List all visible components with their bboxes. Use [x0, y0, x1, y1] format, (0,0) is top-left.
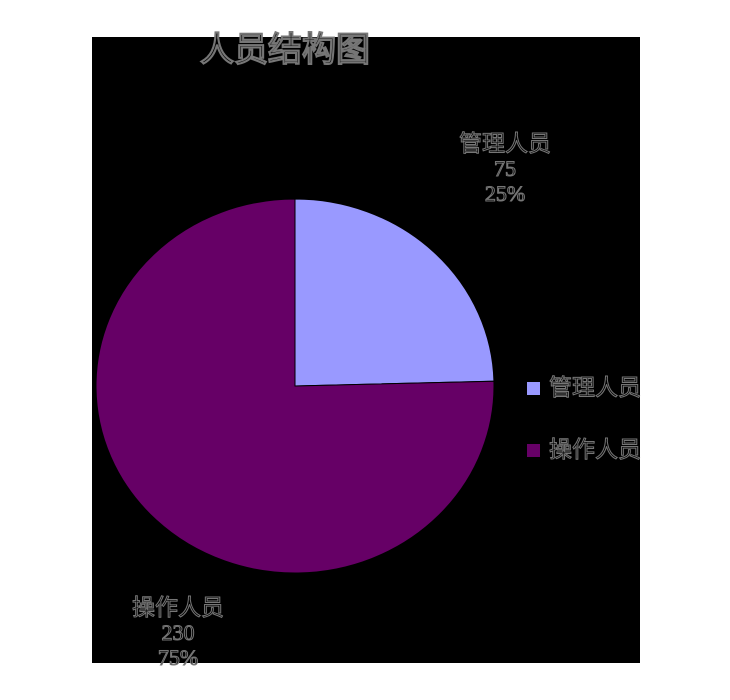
legend-item-management: 管理人员: [526, 375, 642, 401]
legend-swatch-operators: [526, 442, 541, 458]
slice-label-value: 75: [494, 156, 517, 182]
pie-chart: [95, 198, 495, 574]
pie-slice-operators: [95, 198, 495, 574]
chart-title: 人员结构图: [200, 32, 371, 70]
legend-label-operators: 操作人员: [549, 437, 642, 463]
legend-item-operators: 操作人员: [526, 437, 642, 463]
slice-label-management: 管理人员 75 25%: [459, 131, 552, 207]
slice-label-value: 230: [161, 620, 195, 646]
slice-label-category: 操作人员: [132, 595, 225, 621]
slice-label-operators: 操作人员 230 75%: [132, 595, 225, 671]
pie-slice-management: [294, 198, 495, 387]
legend-swatch-management: [526, 380, 541, 396]
slice-label-percent: 75%: [157, 645, 199, 671]
slice-label-category: 管理人员: [459, 131, 552, 157]
legend-label-management: 管理人员: [549, 375, 642, 401]
slice-label-percent: 25%: [484, 181, 526, 207]
